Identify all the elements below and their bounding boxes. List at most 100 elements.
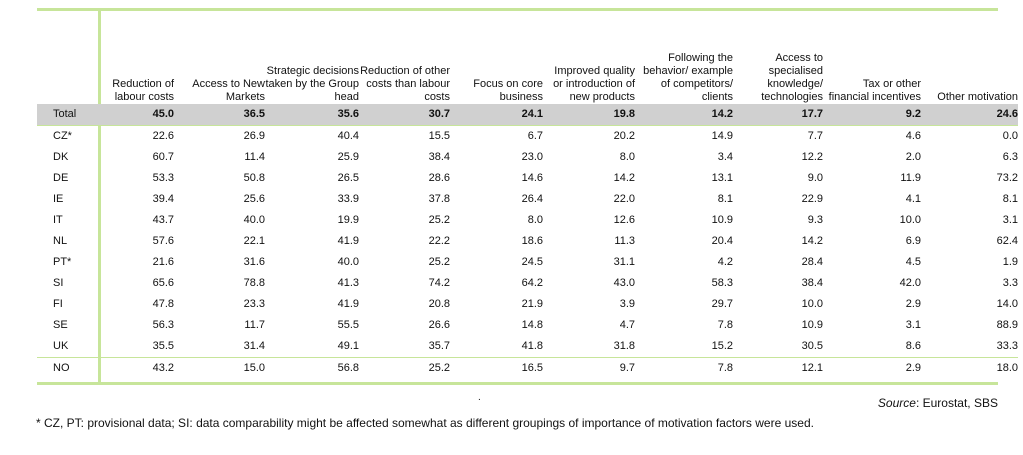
table-cell: 19.9 — [337, 214, 359, 226]
table-cell: 40.0 — [337, 256, 359, 268]
table-cell: 64.2 — [521, 277, 543, 289]
table-cell: 40.4 — [265, 125, 359, 147]
table-row: CZ* 22.6 26.9 40.4 15.5 6.7 20.2 14.9 7.7 4.6 0.0 — [37, 125, 1018, 147]
column-header: Strategic decisions taken by the Group h… — [265, 65, 359, 103]
table-cell: 10.0 — [801, 298, 823, 310]
table-cell: 26.4 — [521, 193, 543, 205]
table-row: SI 65.6 78.8 41.3 74.2 64.2 43.0 58.3 38.4 42.0 3.… — [37, 273, 1018, 294]
table-cell: 20.4 — [711, 235, 733, 247]
table-row: PT* 21.6 31.6 40.0 25.2 24.5 31.1 4.2 28.4 4.5 1.9 — [37, 252, 1018, 273]
table-cell: 43.2 — [99, 357, 174, 379]
row-header-cell — [37, 11, 99, 104]
table-cell: 23.3 — [243, 298, 265, 310]
table-cell: 3.4 — [717, 151, 733, 163]
table-cell: 39.4 — [152, 193, 174, 205]
table-cell: 25.2 — [428, 214, 450, 226]
row-label: DE — [53, 172, 69, 184]
table-cell: 12.6 — [613, 214, 635, 226]
row-label: PT* — [53, 256, 72, 268]
table-cell: 6.9 — [905, 235, 921, 247]
table-cell: 3.1 — [905, 319, 921, 331]
table-cell: 25.2 — [359, 357, 450, 379]
table-cell: 26.5 — [337, 172, 359, 184]
table-cell: 47.8 — [152, 298, 174, 310]
column-header: Reduction of labour costs — [112, 78, 174, 103]
table-cell: 38.4 — [428, 151, 450, 163]
table-cell: 56.3 — [152, 319, 174, 331]
table-cell: 15.5 — [359, 125, 450, 147]
column-header: Focus on core business — [473, 78, 543, 103]
table-cell: 22.6 — [99, 125, 174, 147]
table-cell: 20.8 — [428, 298, 450, 310]
table-cell: 14.6 — [521, 172, 543, 184]
table-cell: 65.6 — [152, 277, 174, 289]
table-cell: 88.9 — [996, 319, 1018, 331]
column-header: Reduction of other costs than labour cos… — [360, 65, 450, 103]
table-cell: 8.0 — [527, 214, 543, 226]
table-cell: 7.7 — [733, 125, 823, 147]
table-cell: 16.5 — [450, 357, 543, 379]
table-cell: 3.1 — [1002, 214, 1018, 226]
table-cell: 15.0 — [174, 357, 265, 379]
row-label: IE — [53, 193, 64, 205]
source-note: Source: Eurostat, SBS — [878, 396, 998, 410]
table-cell: 9.2 — [823, 104, 921, 126]
table-cell: 9.0 — [807, 172, 823, 184]
motivation-table: Reduction of labour costs Access to New … — [37, 11, 1018, 379]
table-cell: 58.3 — [711, 277, 733, 289]
table-cell: 28.4 — [801, 256, 823, 268]
table-row: SE 56.3 11.7 55.5 26.6 14.8 4.7 7.8 10.9 3.1 88.9 — [37, 315, 1018, 336]
table-cell: 1.9 — [1002, 256, 1018, 268]
table-cell: 15.2 — [711, 340, 733, 352]
table-cell: 55.5 — [337, 319, 359, 331]
table-cell: 12.2 — [801, 151, 823, 163]
column-header: Access to specialised knowledge/ technol… — [761, 52, 823, 103]
table-cell: 18.0 — [921, 357, 1018, 379]
table-cell: 21.9 — [521, 298, 543, 310]
table-cell: 11.9 — [900, 172, 921, 184]
table-cell: 24.6 — [921, 104, 1018, 126]
table-cell: 3.9 — [619, 298, 635, 310]
stray-dot: . — [478, 392, 481, 403]
top-rule — [37, 8, 998, 11]
row-label: SE — [53, 319, 68, 331]
row-label: FI — [53, 298, 63, 310]
row-label: Total — [37, 104, 99, 126]
table-cell: 56.8 — [265, 357, 359, 379]
table-cell: 10.9 — [711, 214, 733, 226]
table-cell: 4.6 — [823, 125, 921, 147]
table-cell: 20.2 — [543, 125, 635, 147]
table-cell: 33.3 — [996, 340, 1018, 352]
table-cell: 23.0 — [521, 151, 543, 163]
table-cell: 45.0 — [99, 104, 174, 126]
table-cell: 6.7 — [450, 125, 543, 147]
table-cell: 6.3 — [1002, 151, 1018, 163]
table-cell: 31.8 — [613, 340, 635, 352]
row-label: IT — [53, 214, 63, 226]
table-body: Total 45.0 36.5 35.6 30.7 24.1 19.8 14.2 17.7 9.2… — [37, 104, 1018, 379]
table-cell: 78.8 — [243, 277, 265, 289]
row-label: CZ* — [37, 125, 99, 147]
row-label: DK — [53, 151, 69, 163]
table-cell: 2.9 — [905, 298, 921, 310]
bottom-rule — [37, 382, 998, 385]
table-cell: 8.6 — [905, 340, 921, 352]
table-cell: 36.5 — [174, 104, 265, 126]
table-cell: 11.4 — [244, 151, 265, 163]
table-cell: 26.9 — [174, 125, 265, 147]
table-cell: 4.7 — [619, 319, 635, 331]
table-cell: 35.5 — [152, 340, 174, 352]
table-cell: 37.8 — [428, 193, 450, 205]
header-row: Reduction of labour costs Access to New … — [37, 11, 1018, 104]
table-cell: 7.8 — [717, 319, 733, 331]
table-row: NL 57.6 22.1 41.9 22.2 18.6 11.3 20.4 14.2 6.9 62.… — [37, 231, 1018, 252]
table-cell: 10.9 — [801, 319, 823, 331]
table-cell: 8.0 — [619, 151, 635, 163]
table-cell: 38.4 — [801, 277, 823, 289]
table-cell: 2.0 — [905, 151, 921, 163]
table-cell: 30.5 — [801, 340, 823, 352]
table-cell: 35.6 — [265, 104, 359, 126]
table-cell: 14.2 — [801, 235, 823, 247]
table-cell: 4.2 — [717, 256, 733, 268]
table-cell: 29.7 — [711, 298, 733, 310]
